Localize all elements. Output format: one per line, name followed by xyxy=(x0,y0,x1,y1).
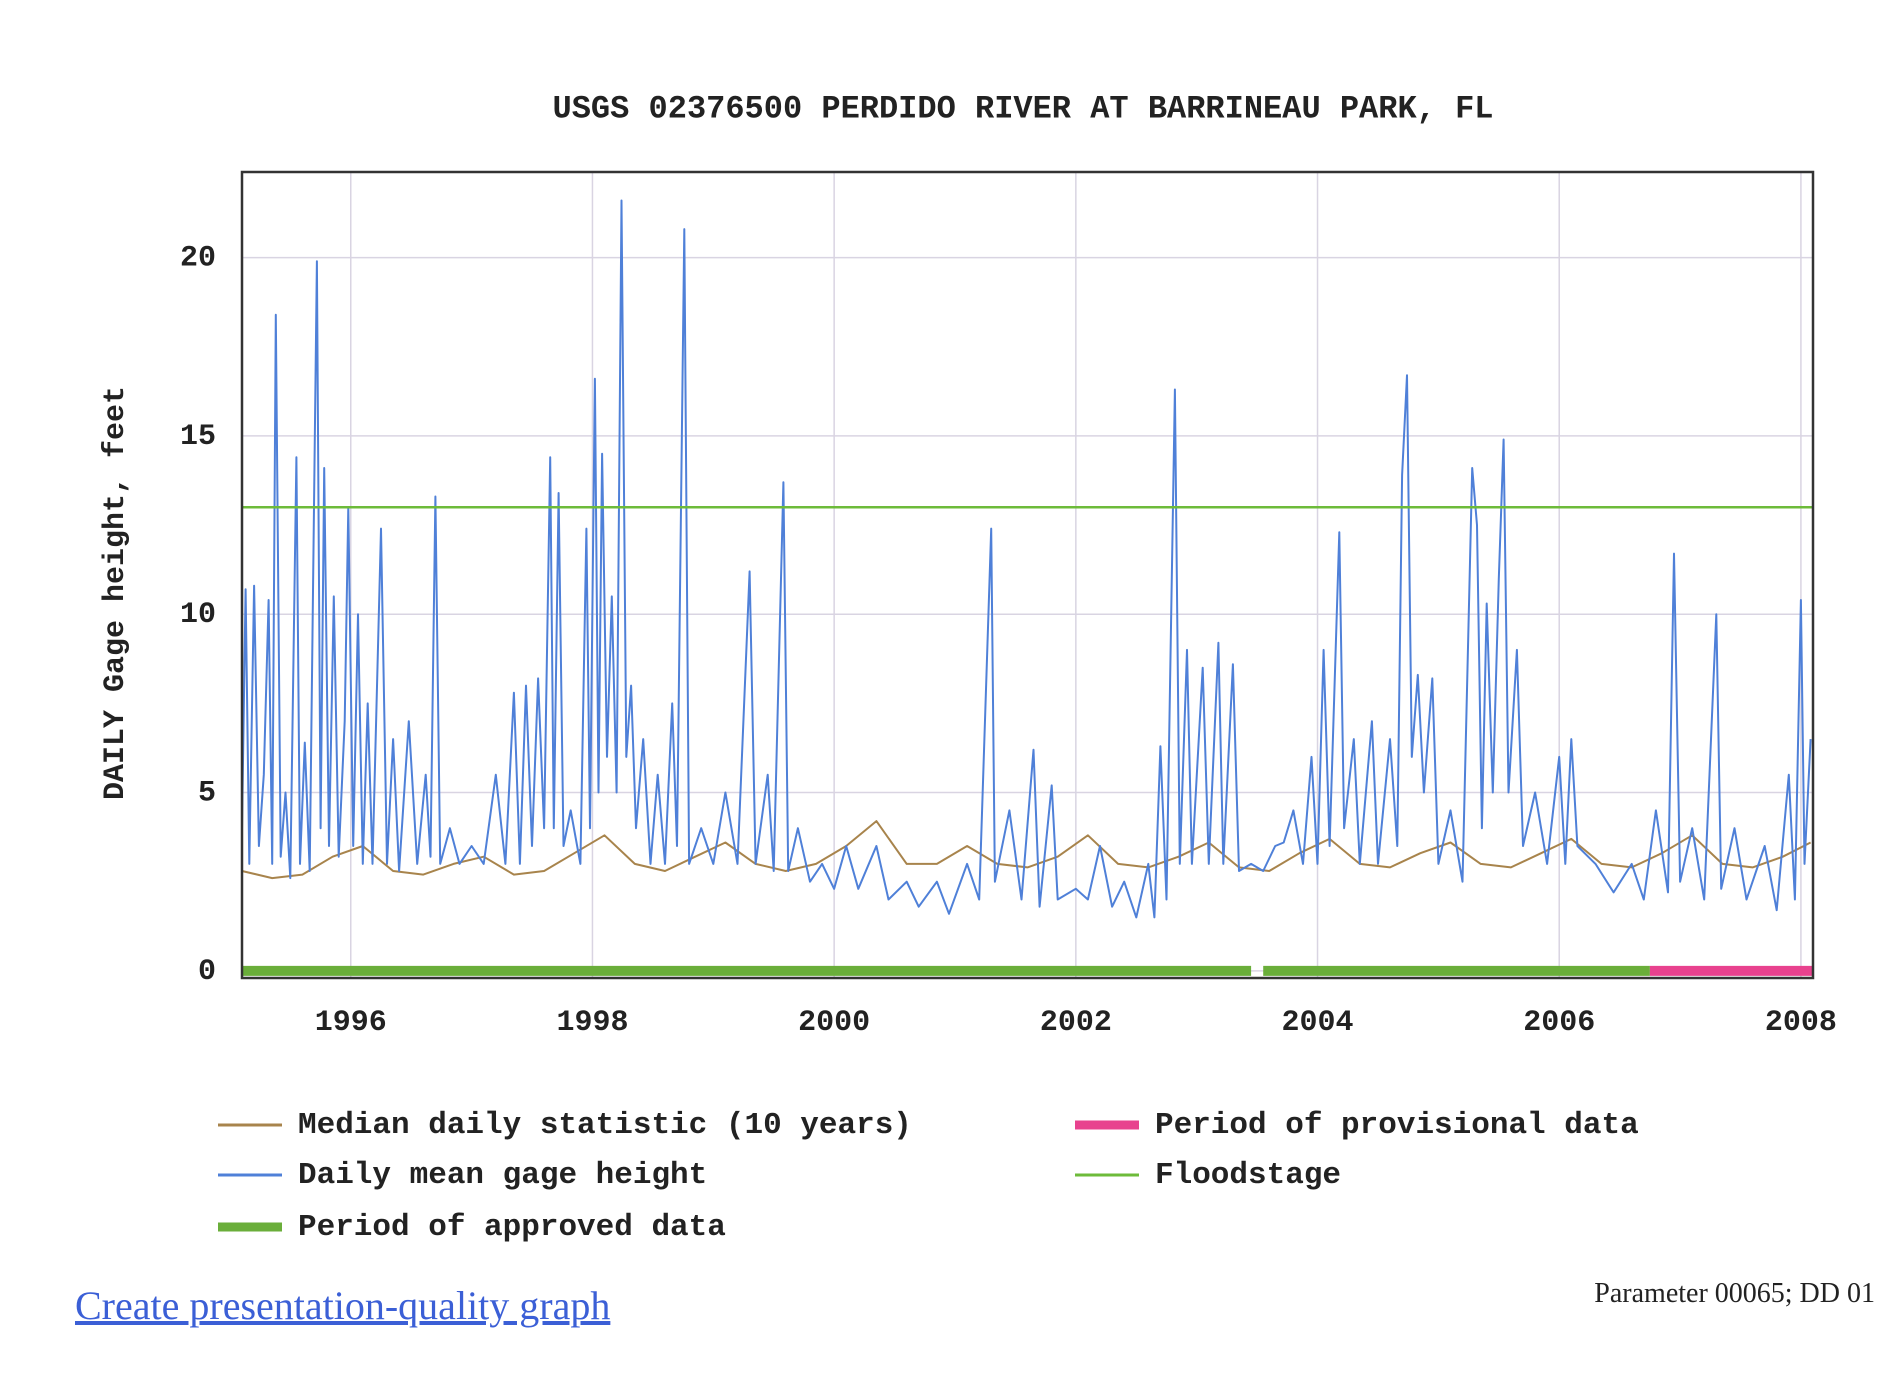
y-tick-label: 20 xyxy=(180,242,216,276)
x-tick-label: 2004 xyxy=(1282,1006,1354,1040)
y-tick-label: 10 xyxy=(180,598,216,632)
y-axis-label: DAILY Gage height, feet xyxy=(99,386,133,800)
x-tick-label: 2006 xyxy=(1523,1006,1595,1040)
footnote: Parameter 00065; DD 01 xyxy=(1594,1278,1875,1309)
legend-label: Period of provisional data xyxy=(1155,1108,1639,1143)
x-tick-label: 1998 xyxy=(556,1006,628,1040)
legend-label: Daily mean gage height xyxy=(298,1158,707,1193)
legend-label: Floodstage xyxy=(1155,1158,1341,1193)
chart-title: USGS 02376500 PERDIDO RIVER AT BARRINEAU… xyxy=(553,90,1494,127)
y-tick-label: 0 xyxy=(198,955,216,989)
series-line xyxy=(241,820,1812,880)
legend-label: Median daily statistic (10 years) xyxy=(298,1108,912,1143)
x-tick-label: 2008 xyxy=(1765,1006,1837,1040)
legend-label: Period of approved data xyxy=(298,1210,726,1245)
x-tick-label: 2002 xyxy=(1040,1006,1112,1040)
plot-area xyxy=(242,172,1813,978)
series-line xyxy=(241,199,1812,919)
x-tick-label: 1996 xyxy=(315,1006,387,1040)
graph-link[interactable]: Create presentation-quality graph xyxy=(75,1283,611,1328)
x-tick-label: 2000 xyxy=(798,1006,870,1040)
y-tick-label: 5 xyxy=(198,776,216,810)
y-tick-label: 15 xyxy=(180,420,216,454)
plot-frame xyxy=(240,170,1815,980)
